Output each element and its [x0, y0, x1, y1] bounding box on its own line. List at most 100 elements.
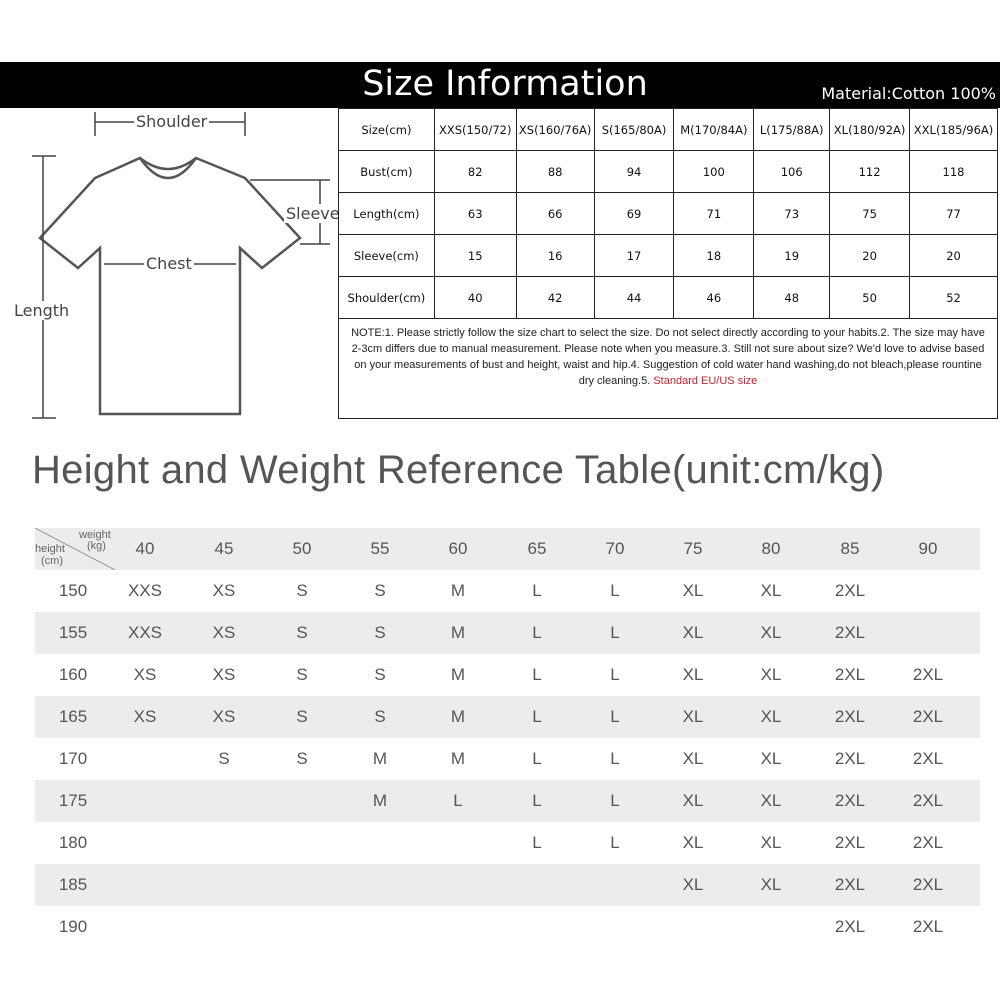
height-value: 175: [58, 791, 88, 810]
row-label: Sleeve(cm): [338, 234, 435, 277]
value-cell: 112: [829, 150, 911, 193]
size-cell: [110, 864, 180, 906]
size-cell: [189, 864, 259, 906]
value-cell: 48: [753, 276, 831, 319]
row-label: Shoulder(cm): [338, 276, 435, 319]
weight-header: 90: [918, 539, 938, 558]
height-row: 150 XXS XS S S M L L XL XL 2XL: [35, 570, 980, 612]
header-cell: XS(160/76A): [515, 108, 595, 151]
size-cell: XL: [760, 665, 782, 684]
size-cell: [189, 780, 259, 822]
size-cell: [893, 612, 963, 654]
size-cell: [267, 822, 337, 864]
value-cell: 88: [515, 150, 595, 193]
value-cell: 46: [673, 276, 755, 319]
size-cell: M: [450, 665, 466, 684]
size-cell: XL: [760, 833, 782, 852]
table-row: Length(cm) 63 66 69 71 73 75 77: [338, 192, 998, 235]
weight-header: 40: [135, 539, 155, 558]
value-cell: 69: [593, 192, 675, 235]
value-cell: 52: [909, 276, 998, 319]
header-cell: Size(cm): [338, 108, 435, 151]
sleeve-label: Sleeve: [284, 204, 342, 223]
value-cell: 66: [515, 192, 595, 235]
size-cell: L: [453, 791, 463, 810]
size-cell: S: [296, 665, 308, 684]
size-cell: S: [296, 623, 308, 642]
height-value: 155: [58, 623, 88, 642]
size-cell: XXS: [127, 623, 163, 642]
size-cell: L: [532, 581, 542, 600]
height-value: 150: [58, 581, 88, 600]
size-cell: L: [532, 707, 542, 726]
value-cell: 20: [909, 234, 998, 277]
size-cell: [110, 780, 180, 822]
size-cell: XS: [212, 665, 236, 684]
chest-label: Chest: [144, 254, 194, 273]
size-cell: [345, 864, 415, 906]
material-label: Material:Cotton 100%: [821, 84, 996, 103]
size-cell: S: [374, 665, 386, 684]
header-cell: S(165/80A): [593, 108, 675, 151]
height-value: 190: [58, 917, 88, 936]
value-cell: 42: [515, 276, 595, 319]
size-cell: 2XL: [912, 707, 944, 726]
size-cell: L: [610, 623, 620, 642]
size-cell: S: [218, 749, 230, 768]
corner-label: (cm): [41, 555, 63, 567]
size-cell: S: [374, 707, 386, 726]
size-cell: S: [374, 623, 386, 642]
size-cell: M: [372, 749, 388, 768]
value-cell: 71: [673, 192, 755, 235]
size-cell: [423, 864, 493, 906]
weight-header: 60: [448, 539, 468, 558]
size-cell: M: [450, 581, 466, 600]
size-cell: 2XL: [912, 749, 944, 768]
height-value: 170: [58, 749, 88, 768]
height-row: 190 2XL 2XL: [35, 906, 980, 948]
tshirt-diagram: Shoulder Sleeve Chest Length: [0, 108, 342, 420]
size-cell: M: [450, 707, 466, 726]
size-cell: [110, 822, 180, 864]
height-value: 185: [58, 875, 88, 894]
size-cell: XL: [760, 707, 782, 726]
size-cell: 2XL: [912, 917, 944, 936]
size-cell: [736, 906, 806, 948]
size-cell: XL: [682, 665, 704, 684]
size-cell: XS: [212, 581, 236, 600]
length-label: Length: [12, 301, 72, 320]
size-cell: [110, 738, 180, 780]
size-cell: M: [372, 791, 388, 810]
size-cell: S: [296, 581, 308, 600]
size-cell: 2XL: [834, 833, 866, 852]
value-cell: 44: [593, 276, 675, 319]
size-cell: 2XL: [834, 917, 866, 936]
size-cell: XL: [682, 707, 704, 726]
corner-label: (kg): [87, 540, 106, 552]
size-cell: L: [610, 791, 620, 810]
size-cell: L: [532, 791, 542, 810]
size-cell: [502, 906, 572, 948]
row-label: Bust(cm): [338, 150, 435, 193]
size-cell: M: [450, 623, 466, 642]
weight-header: 45: [214, 539, 234, 558]
height-value: 160: [58, 665, 88, 684]
height-weight-table: weight (kg) height (cm) 40 45 50 55 60 65 70 75 80 85…: [35, 528, 980, 948]
size-cell: L: [610, 833, 620, 852]
weight-header: 65: [527, 539, 547, 558]
size-cell: [893, 570, 963, 612]
size-cell: XL: [760, 875, 782, 894]
height-value: 165: [58, 707, 88, 726]
size-cell: [658, 906, 728, 948]
header-cell: XL(180/92A): [829, 108, 911, 151]
row-label: Length(cm): [338, 192, 435, 235]
note-text: NOTE:1. Please strictly follow the size …: [351, 327, 985, 387]
size-cell: [110, 906, 180, 948]
weight-header: 55: [370, 539, 390, 558]
size-cell: XS: [212, 623, 236, 642]
size-cell: XL: [682, 623, 704, 642]
corner-label: height: [35, 543, 65, 555]
height-row: 160 XS XS S S M L L XL XL 2XL 2XL: [35, 654, 980, 696]
size-cell: 2XL: [912, 833, 944, 852]
value-cell: 16: [515, 234, 595, 277]
